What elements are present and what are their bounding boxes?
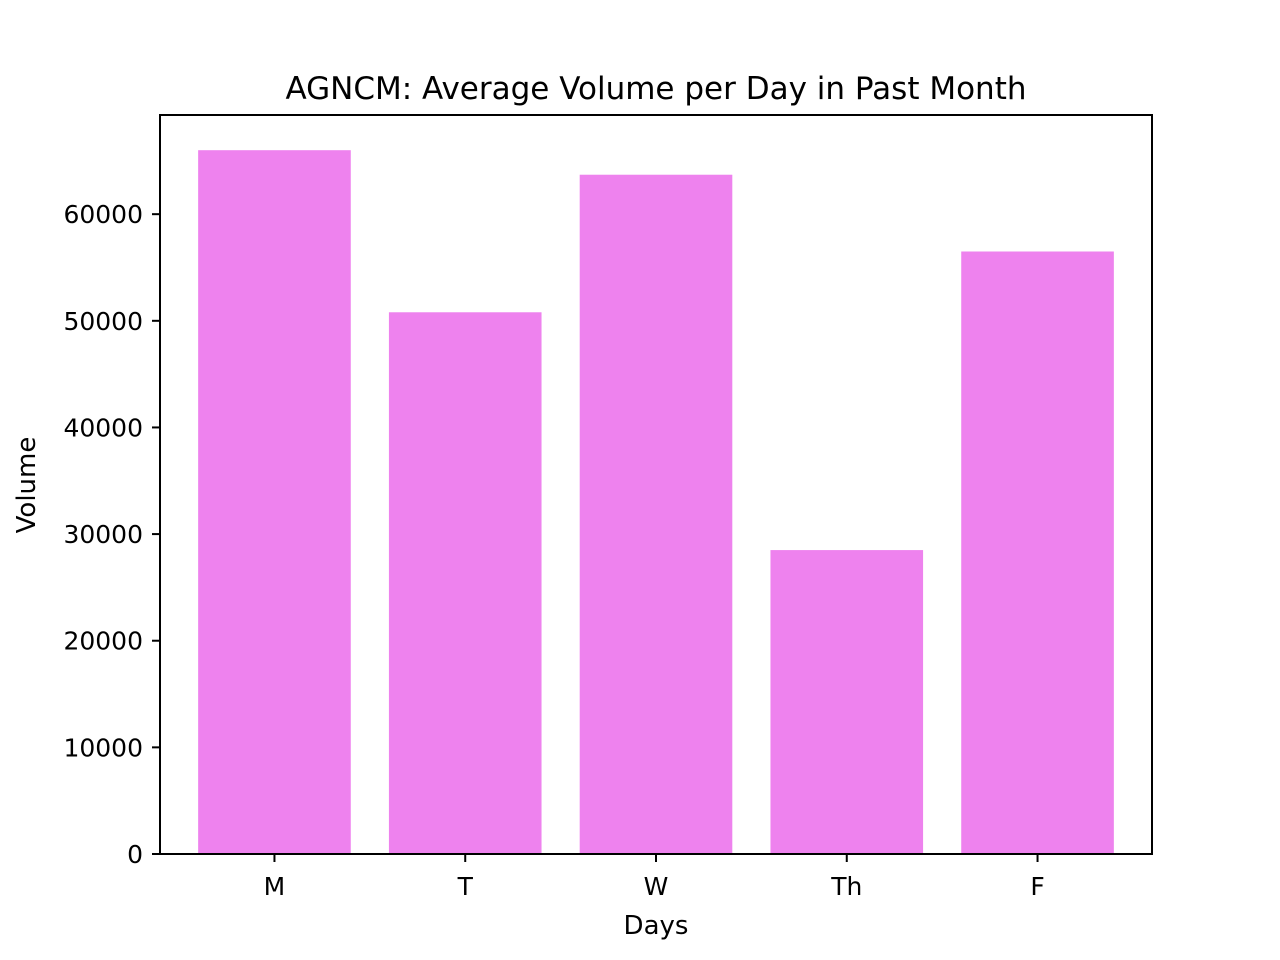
y-axis: 0 10000 20000 30000 40000 50000 60000 <box>63 200 160 869</box>
y-tick-label: 10000 <box>63 733 143 762</box>
bars-group <box>198 150 1114 855</box>
y-tick-label: 20000 <box>63 627 143 656</box>
chart-title: AGNCM: Average Volume per Day in Past Mo… <box>285 71 1026 107</box>
x-axis-label: Days <box>624 911 689 941</box>
x-tick-label-th: Th <box>830 872 862 901</box>
bar-m <box>198 150 351 854</box>
bar-f <box>961 251 1114 854</box>
y-tick-label: 30000 <box>63 520 143 549</box>
x-tick-label-m: M <box>264 872 286 901</box>
y-axis-label: Volume <box>12 437 42 534</box>
y-tick-label: 50000 <box>63 307 143 336</box>
y-tick-label: 0 <box>127 840 143 869</box>
x-tick-label-t: T <box>457 872 474 901</box>
bar-th <box>770 550 924 854</box>
bar-w <box>579 174 733 855</box>
x-axis: M T W Th F <box>264 854 1045 901</box>
plot-frame <box>159 114 1153 855</box>
y-tick-label: 40000 <box>63 413 143 442</box>
y-tick-label: 60000 <box>63 200 143 229</box>
x-tick-label-w: W <box>644 872 669 901</box>
bar-t <box>388 312 542 854</box>
x-tick-label-f: F <box>1030 872 1044 901</box>
